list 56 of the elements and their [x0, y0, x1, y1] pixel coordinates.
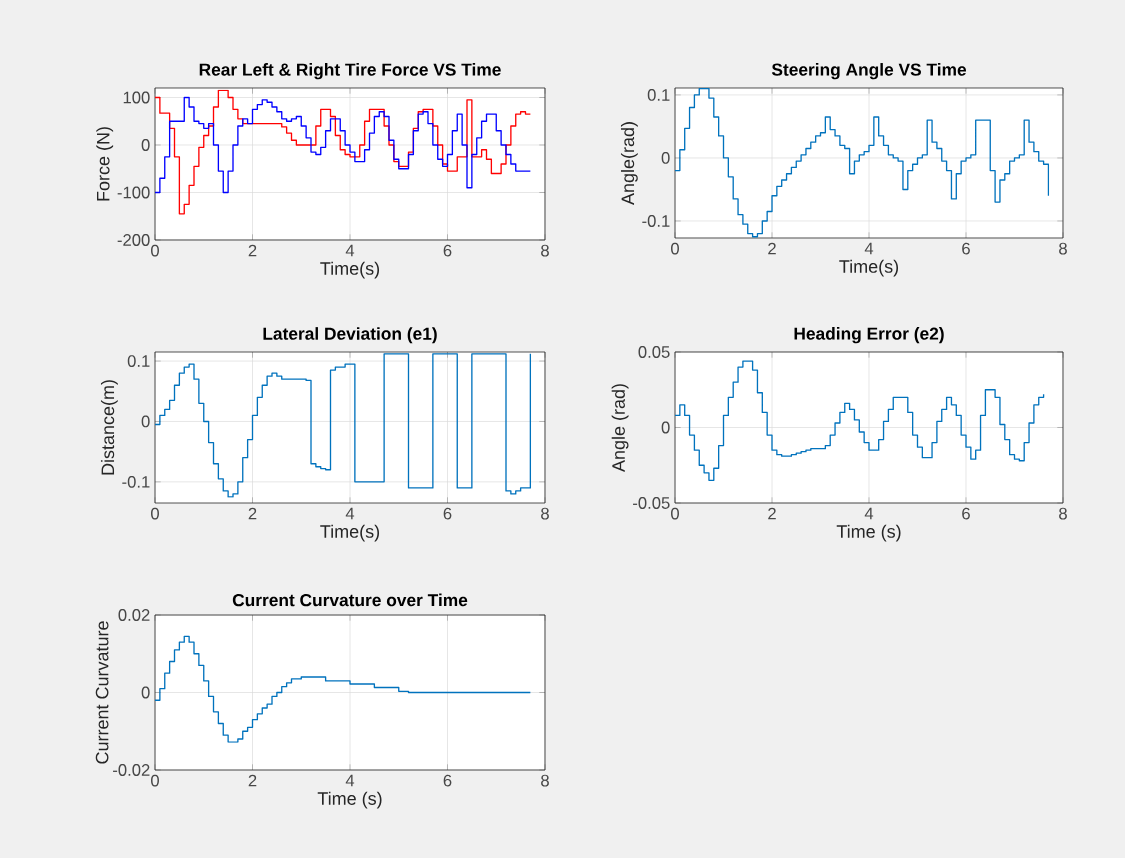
x-tick-label: 4: [345, 244, 355, 257]
x-tick-label: 8: [541, 774, 549, 787]
x-tick-label: 0: [151, 507, 159, 520]
y-tick-label: 0: [661, 152, 670, 164]
y-axis-title: Angle(rad): [620, 122, 638, 205]
y-axis-title: Angle (rad): [611, 384, 629, 472]
x-tick-label: 0: [151, 244, 159, 257]
x-axis-title: Time(s): [839, 259, 899, 277]
y-tick-label: 0: [141, 686, 150, 699]
x-tick-label: 6: [443, 507, 452, 520]
x-tick-label: 2: [248, 774, 257, 787]
y-tick-label: -0.05: [633, 497, 670, 509]
x-tick-label: 2: [248, 244, 257, 257]
x-tick-label: 0: [671, 242, 679, 255]
y-axis-title: Force (N): [96, 127, 114, 201]
x-tick-label: 2: [768, 507, 776, 520]
x-axis-title: Time(s): [320, 261, 380, 279]
chart-title: Steering Angle VS Time: [771, 63, 967, 80]
x-tick-label: 8: [541, 507, 549, 520]
y-tick-label: 0.02: [118, 609, 150, 621]
x-tick-label: 4: [345, 774, 355, 787]
x-tick-label: 4: [864, 507, 874, 520]
y-tick-label: 0.1: [127, 355, 150, 367]
x-tick-label: 6: [962, 507, 970, 520]
x-axis-title: Time(s): [320, 524, 380, 542]
y-tick-label: -0.1: [642, 215, 670, 227]
y-tick-label: 0: [141, 139, 150, 151]
y-tick-label: 100: [123, 91, 150, 104]
chart-title: Current Curvature over Time: [232, 593, 468, 607]
x-tick-label: 8: [541, 244, 549, 257]
x-axis-title: Time (s): [317, 791, 382, 809]
y-tick-label: 0: [661, 421, 670, 434]
y-tick-label: 0.1: [647, 89, 670, 101]
x-tick-label: 4: [345, 507, 355, 520]
y-tick-label: -200: [117, 234, 150, 246]
y-tick-label: 0: [141, 415, 150, 428]
x-tick-label: 2: [248, 507, 257, 520]
x-tick-label: 6: [443, 244, 452, 257]
x-tick-label: 4: [864, 242, 874, 255]
x-tick-label: 6: [962, 242, 970, 255]
chart-title: Rear Left & Right Tire Force VS Time: [199, 63, 501, 80]
x-tick-label: 2: [768, 242, 776, 255]
x-tick-label: 0: [671, 507, 679, 520]
y-axis-title: Current Curvature: [95, 621, 109, 764]
x-tick-label: 6: [443, 774, 452, 787]
y-tick-label: 0.05: [638, 346, 670, 358]
x-tick-label: 8: [1059, 242, 1067, 255]
y-axis-title: Distance(m): [100, 380, 118, 475]
y-tick-label: -0.1: [122, 475, 150, 488]
x-axis-title: Time (s): [836, 524, 901, 542]
x-tick-label: 8: [1059, 507, 1067, 520]
y-tick-label: -100: [117, 186, 150, 199]
chart-title: Lateral Deviation (e1): [263, 327, 437, 344]
chart-title: Heading Error (e2): [794, 327, 944, 344]
x-tick-label: 0: [151, 774, 159, 787]
y-tick-label: -0.02: [113, 764, 150, 776]
